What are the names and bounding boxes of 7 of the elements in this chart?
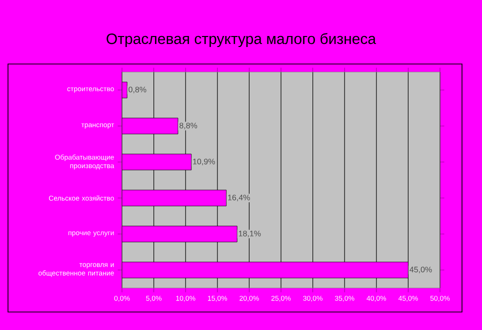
data-label: 45,0% — [410, 266, 432, 274]
data-label: 8,8% — [180, 122, 198, 130]
chart-title: Отраслевая структура малого бизнеса — [106, 32, 376, 48]
data-label: 0,8% — [128, 86, 146, 94]
data-label: 10,9% — [193, 158, 215, 166]
data-label: 16,4% — [228, 194, 250, 202]
data-label: 18,1% — [238, 230, 261, 238]
